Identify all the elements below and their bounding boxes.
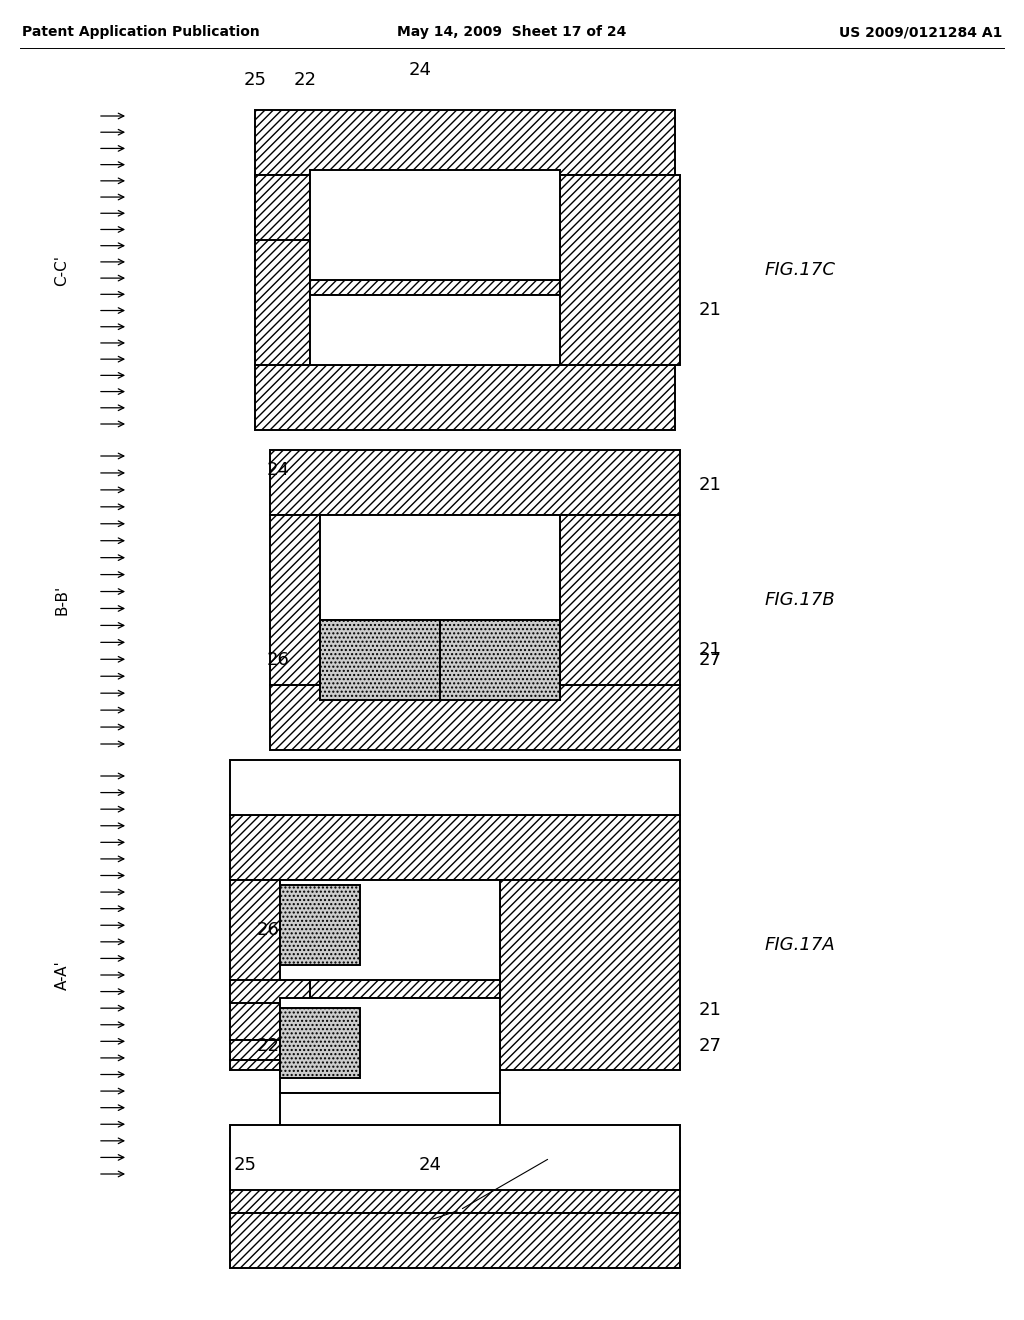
Bar <box>280 1093 500 1148</box>
Bar <box>255 366 675 430</box>
Text: FIG.17A: FIG.17A <box>765 936 836 954</box>
Bar <box>230 880 280 1040</box>
Bar <box>560 176 680 366</box>
Text: 24: 24 <box>409 61 431 79</box>
Bar <box>319 685 560 700</box>
Bar <box>255 176 310 240</box>
Text: 25: 25 <box>244 71 266 88</box>
Text: 26: 26 <box>257 921 280 939</box>
Text: Patent Application Publication: Patent Application Publication <box>22 25 260 40</box>
Bar <box>230 1040 310 1060</box>
Text: B-B': B-B' <box>54 585 70 615</box>
Text: May 14, 2009  Sheet 17 of 24: May 14, 2009 Sheet 17 of 24 <box>397 25 627 40</box>
Bar <box>230 760 680 814</box>
Bar <box>319 515 560 620</box>
Bar <box>319 620 440 700</box>
Text: FIG.17C: FIG.17C <box>765 261 836 279</box>
Bar <box>230 979 310 1003</box>
Bar <box>500 880 680 1071</box>
Bar <box>280 1008 360 1078</box>
Text: 22: 22 <box>256 1038 280 1055</box>
Bar <box>310 294 560 366</box>
Bar <box>280 880 500 979</box>
Bar <box>230 1213 680 1269</box>
Bar <box>280 998 500 1093</box>
Text: 27: 27 <box>698 1038 722 1055</box>
Text: 21: 21 <box>698 642 722 659</box>
Bar <box>270 450 680 515</box>
Text: 26: 26 <box>266 651 290 669</box>
Bar <box>230 1125 680 1191</box>
Text: 21: 21 <box>698 477 722 494</box>
Bar <box>310 979 500 998</box>
Bar <box>310 170 560 280</box>
Bar <box>230 1060 280 1071</box>
Text: 22: 22 <box>294 71 316 88</box>
Bar <box>270 685 680 750</box>
Bar <box>270 515 319 685</box>
Text: US 2009/0121284 A1: US 2009/0121284 A1 <box>839 25 1002 40</box>
Bar <box>255 176 310 366</box>
Text: 24: 24 <box>419 1156 441 1173</box>
Text: A-A': A-A' <box>54 960 70 990</box>
Bar <box>255 110 675 176</box>
Bar <box>310 280 560 294</box>
Bar <box>440 620 560 700</box>
Text: 25: 25 <box>233 1156 256 1173</box>
Text: FIG.17B: FIG.17B <box>765 591 836 609</box>
Text: 21: 21 <box>698 1001 722 1019</box>
Text: C-C': C-C' <box>54 255 70 285</box>
Text: 21: 21 <box>698 301 722 319</box>
Bar <box>230 1148 680 1213</box>
Bar <box>280 884 360 965</box>
Bar <box>230 814 680 880</box>
Text: 27: 27 <box>698 651 722 669</box>
Bar <box>560 515 680 685</box>
Text: 24: 24 <box>266 461 290 479</box>
